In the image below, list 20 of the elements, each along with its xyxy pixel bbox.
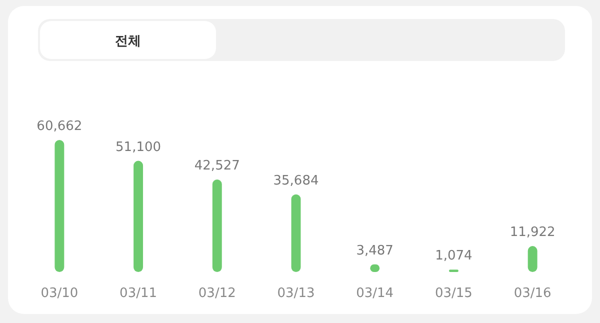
x-tick-label: 03/12 [198, 286, 236, 301]
bar [54, 140, 64, 272]
bar [528, 246, 538, 272]
bar [291, 194, 301, 272]
data-label: 1,074 [435, 248, 472, 264]
x-tick-label: 03/15 [434, 286, 472, 301]
x-tick-label: 03/11 [120, 286, 158, 301]
data-label: 11,922 [510, 225, 556, 240]
data-label: 3,487 [356, 243, 394, 258]
data-label: 42,527 [194, 158, 240, 174]
data-label: 35,684 [273, 173, 319, 188]
bar [134, 160, 144, 272]
text: 전체 [115, 34, 141, 49]
x-tick-label: 03/16 [514, 286, 552, 301]
x-tick-label: 03/14 [356, 286, 394, 301]
data-label: 60,662 [36, 119, 82, 134]
data-label: 51,100 [116, 140, 162, 155]
x-tick-label: 03/10 [40, 286, 78, 301]
bar [212, 179, 222, 272]
x-tick-label: 03/13 [277, 286, 315, 301]
